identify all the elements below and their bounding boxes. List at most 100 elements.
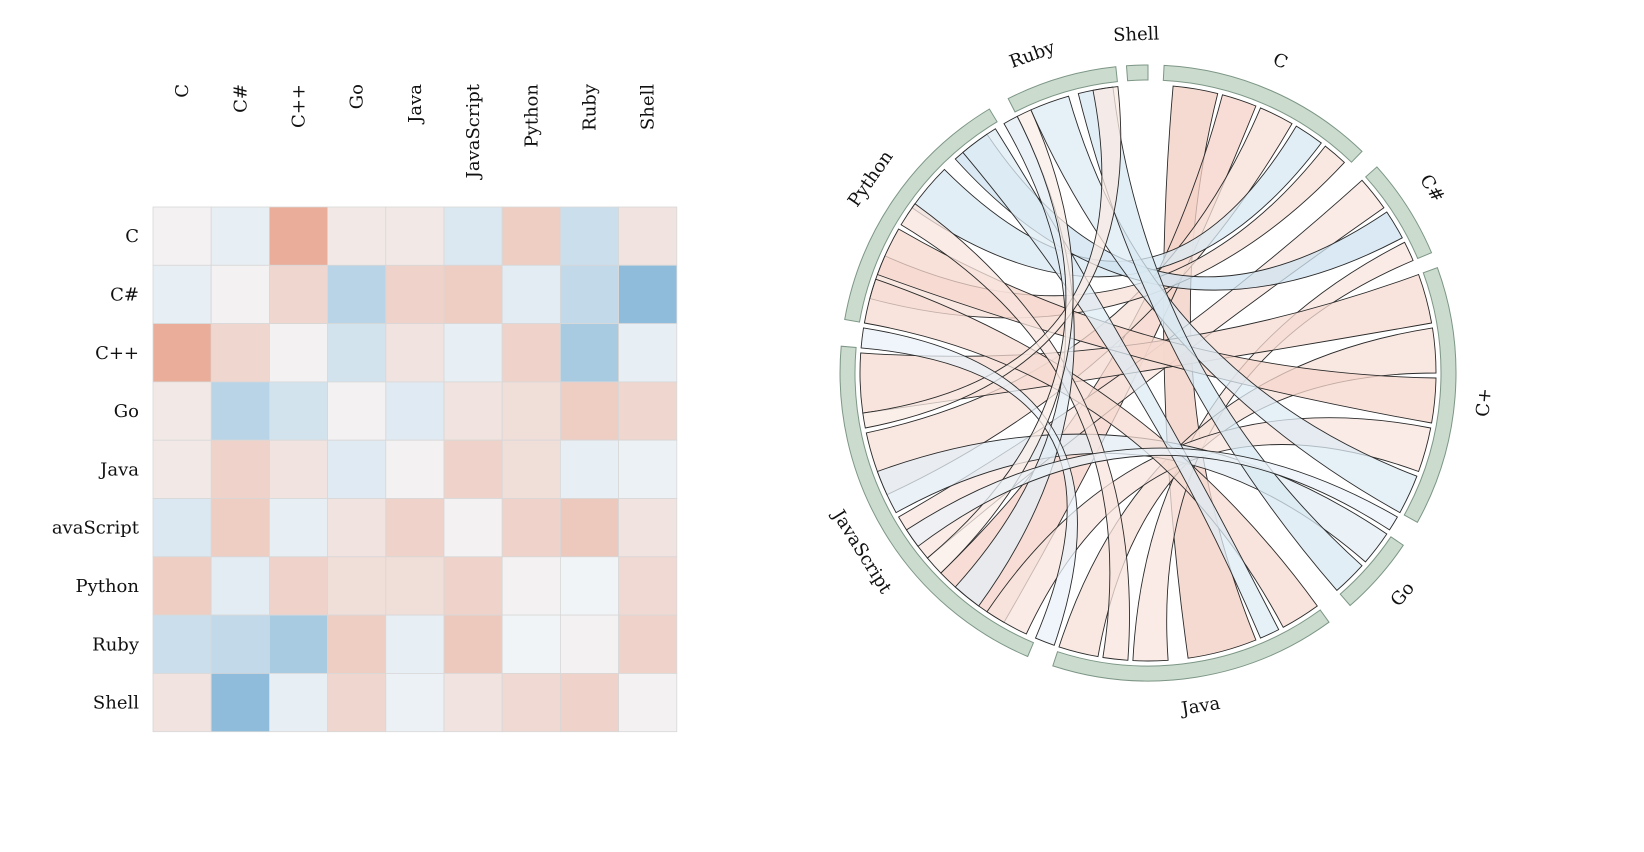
heatmap-cell-c-go <box>327 206 387 266</box>
heatmap-cell-cplusplus-c <box>152 323 212 383</box>
heatmap-cell-python-c <box>152 556 212 616</box>
chord-ribbon-23 <box>905 447 1399 547</box>
heatmap-cell-shell-javascript <box>443 673 503 733</box>
chord-arc-c <box>1162 64 1363 163</box>
heatmap-cell-csharp-java <box>385 264 445 324</box>
heatmap-cells <box>152 206 678 733</box>
chord-label-python: Python <box>844 146 898 210</box>
heatmap-cell-csharp-python <box>501 264 561 324</box>
heatmap-cell-ruby-java <box>385 614 445 674</box>
heatmap-cell-go-c <box>152 381 212 441</box>
row-label-go: Go <box>114 401 139 422</box>
heatmap-cell-python-go <box>327 556 387 616</box>
heatmap-cell-csharp-go <box>327 264 387 324</box>
heatmap-cell-go-shell <box>618 381 678 441</box>
row-label-shell: Shell <box>93 693 139 714</box>
chord-diagram: C C# C+ Go Java JavaScript Python Ruby Shell <box>780 0 1644 848</box>
heatmap-cell-go-ruby <box>560 381 620 441</box>
heatmap-cell-go-javascript <box>443 381 503 441</box>
heatmap-cell-cplusplus-javascript <box>443 323 503 383</box>
heatmap-cell-java-javascript <box>443 439 503 499</box>
chord-ribbon-18 <box>900 203 1130 661</box>
heatmap-cell-c-ruby <box>560 206 620 266</box>
heatmap-cell-ruby-shell <box>618 614 678 674</box>
heatmap-cell-java-ruby <box>560 439 620 499</box>
heatmap-cell-python-java <box>385 556 445 616</box>
heatmap-cell-python-csharp <box>210 556 270 616</box>
heatmap-cell-csharp-javascript <box>443 264 503 324</box>
chord-ribbon-19 <box>954 115 1075 607</box>
col-label-cplusplus: C++ <box>289 84 310 128</box>
heatmap-cell-ruby-ruby <box>560 614 620 674</box>
chord-ribbon-17 <box>962 128 1280 639</box>
heatmap-cell-go-python <box>501 381 561 441</box>
heatmap-cell-shell-ruby <box>560 673 620 733</box>
heatmap-cell-java-c <box>152 439 212 499</box>
heatmap-cell-avascript-shell <box>618 498 678 558</box>
heatmap-cell-c-csharp <box>210 206 270 266</box>
col-label-shell: Shell <box>638 84 659 130</box>
heatmap-cell-java-python <box>501 439 561 499</box>
chord-label-java: Java <box>1178 693 1222 720</box>
chord-ribbon-20 <box>862 86 1122 429</box>
col-label-csharp: C# <box>230 84 251 113</box>
col-label-python: Python <box>521 84 542 148</box>
heatmap-cell-shell-python <box>501 673 561 733</box>
heatmap-cell-ruby-cplusplus <box>268 614 328 674</box>
heatmap-cell-cplusplus-java <box>385 323 445 383</box>
chord-label-shell: Shell <box>1113 23 1160 46</box>
row-label-cplusplus: C++ <box>95 343 139 364</box>
row-label-avascript: avaScript <box>52 518 140 539</box>
chord-label-cplus: C+ <box>1472 387 1495 418</box>
chord-arc-csharp <box>1364 166 1433 260</box>
heatmap-cell-python-python <box>501 556 561 616</box>
heatmap-cell-csharp-csharp <box>210 264 270 324</box>
chord-label-csharp: C# <box>1415 171 1448 207</box>
heatmap-cell-cplusplus-shell <box>618 323 678 383</box>
heatmap-cell-shell-go <box>327 673 387 733</box>
heatmap-cell-go-go <box>327 381 387 441</box>
heatmap-cell-ruby-python <box>501 614 561 674</box>
heatmap-cell-shell-c <box>152 673 212 733</box>
heatmap-cell-ruby-csharp <box>210 614 270 674</box>
heatmap-cell-avascript-javascript <box>443 498 503 558</box>
heatmap-cell-python-shell <box>618 556 678 616</box>
heatmap-svg: C C# C++ Go Java avaScript Python Ruby Shell C C# C… <box>52 83 678 733</box>
heatmap-cell-java-csharp <box>210 439 270 499</box>
heatmap-cell-avascript-c <box>152 498 212 558</box>
chord-ribbons <box>859 85 1437 662</box>
heatmap-cell-python-ruby <box>560 556 620 616</box>
chord-arc-cplus <box>1403 267 1457 523</box>
heatmap-cell-ruby-javascript <box>443 614 503 674</box>
col-label-c: C <box>172 84 193 98</box>
col-label-ruby: Ruby <box>580 83 601 131</box>
heatmap-cell-go-cplusplus <box>268 381 328 441</box>
heatmap-cell-shell-java <box>385 673 445 733</box>
row-label-csharp: C# <box>110 284 139 305</box>
heatmap-cell-java-go <box>327 439 387 499</box>
chord-group-arcs <box>839 64 1457 682</box>
chord-arc-go <box>1339 536 1404 607</box>
row-label-python: Python <box>75 576 139 597</box>
heatmap-cell-shell-shell <box>618 673 678 733</box>
heatmap-cell-python-cplusplus <box>268 556 328 616</box>
heatmap-cell-csharp-c <box>152 264 212 324</box>
col-label-javascript: JavaScript <box>463 83 484 180</box>
heatmap-cell-ruby-go <box>327 614 387 674</box>
heatmap-cell-avascript-csharp <box>210 498 270 558</box>
heatmap-cell-avascript-cplusplus <box>268 498 328 558</box>
heatmap-cell-java-java <box>385 439 445 499</box>
heatmap-cell-avascript-java <box>385 498 445 558</box>
heatmap-cell-c-cplusplus <box>268 206 328 266</box>
heatmap-cell-c-shell <box>618 206 678 266</box>
chord-arc-python <box>844 108 998 323</box>
heatmap-cell-c-java <box>385 206 445 266</box>
col-label-java: Java <box>405 84 426 125</box>
heatmap-cell-cplusplus-python <box>501 323 561 383</box>
chord-arc-java <box>1052 609 1330 682</box>
row-label-java: Java <box>98 459 139 480</box>
heatmap-cell-java-shell <box>618 439 678 499</box>
heatmap-cell-shell-csharp <box>210 673 270 733</box>
heatmap-cell-ruby-c <box>152 614 212 674</box>
